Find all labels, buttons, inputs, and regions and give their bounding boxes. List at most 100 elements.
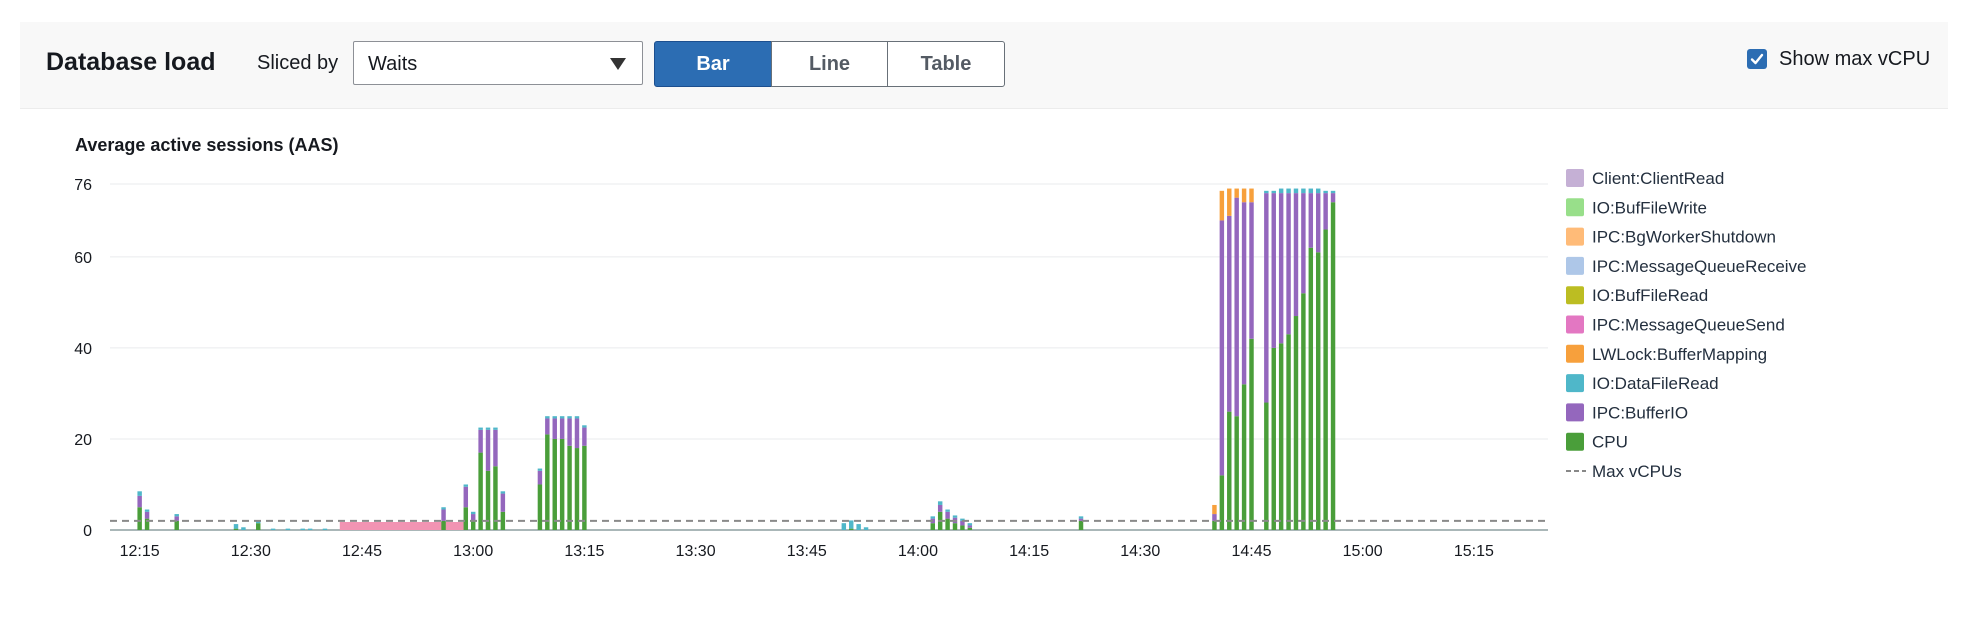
bar-stack [952, 515, 958, 530]
bar-segment [1286, 334, 1291, 530]
chart-bars [110, 188, 1548, 531]
chart-highlight [339, 522, 466, 530]
legend-item[interactable]: Client:ClientRead [1566, 169, 1724, 188]
legend-swatch [1566, 344, 1584, 363]
y-tick-label: 76 [74, 177, 92, 194]
bar-segment [930, 523, 935, 530]
legend-item[interactable]: CPU [1566, 432, 1628, 452]
bar-segment [1241, 384, 1247, 530]
legend-label: IO:BufFileRead [1592, 286, 1708, 305]
bar-stack [1330, 190, 1336, 531]
bar-stack [537, 468, 543, 530]
bar-segment [285, 528, 291, 530]
x-tick-label: 13:00 [453, 543, 493, 560]
bar-segment [1219, 220, 1225, 476]
line-view-button[interactable]: Line [771, 41, 888, 87]
legend-item[interactable]: IO:DataFileRead [1566, 374, 1719, 393]
x-tick-label: 15:00 [1343, 543, 1383, 560]
x-tick-label: 12:30 [231, 543, 271, 560]
table-view-button[interactable]: Table [887, 41, 1005, 87]
bar-stack [967, 523, 973, 530]
bar-segment [945, 511, 950, 519]
bar-segment [945, 518, 950, 530]
legend-label: CPU [1592, 433, 1628, 452]
bar-stack [1286, 188, 1291, 530]
legend-item[interactable]: IO:BufFileRead [1566, 286, 1708, 305]
bar-stack [1293, 188, 1299, 530]
legend-item[interactable]: IPC:MessageQueueSend [1566, 315, 1785, 335]
bar-stack [144, 509, 150, 530]
bar-segment [1293, 193, 1299, 317]
bar-stack [545, 416, 550, 530]
bar-segment [233, 524, 239, 529]
bar-stack [1323, 190, 1328, 531]
legend-item[interactable]: IPC:BufferIO [1566, 403, 1688, 422]
bar-segment [960, 520, 965, 526]
sliced-by-select[interactable]: Waits [353, 41, 643, 85]
legend-item[interactable]: IPC:BgWorkerShutdown [1566, 227, 1776, 247]
bar-stack [1315, 188, 1321, 530]
bar-segment [233, 528, 239, 530]
bar-segment [144, 511, 150, 519]
bar-stack [567, 416, 572, 530]
bar-stack [285, 528, 291, 530]
bar-segment [1227, 411, 1232, 530]
bar-stack [1271, 190, 1276, 530]
bar-segment [1227, 188, 1232, 216]
bar-stack [559, 416, 565, 530]
bar-segment [849, 520, 854, 529]
x-tick-label: 14:30 [1120, 543, 1160, 560]
bar-segment [463, 507, 469, 530]
bar-segment [485, 427, 491, 430]
bar-stack [856, 524, 861, 530]
highlight-range-band [339, 522, 466, 530]
bar-segment [559, 438, 565, 530]
bar-segment [582, 445, 587, 530]
legend-item[interactable]: LWLock:BufferMapping [1566, 344, 1767, 364]
bar-stack [1264, 190, 1269, 530]
bar-segment [545, 434, 550, 530]
bar-segment [137, 495, 142, 508]
bar-segment [537, 470, 543, 485]
legend-swatch [1566, 227, 1584, 246]
bar-segment [1301, 188, 1306, 194]
bar-segment [952, 515, 958, 518]
bar-segment [545, 418, 550, 435]
bar-segment [470, 511, 476, 515]
bar-segment [1278, 343, 1284, 530]
bar-stack [1308, 188, 1314, 530]
bar-segment [856, 524, 861, 530]
bar-segment [1308, 193, 1314, 248]
bar-segment [1241, 188, 1247, 203]
chart-legend: Client:ClientRead IO:BufFileWrite IPC:BgWo… [1566, 169, 1807, 481]
legend-swatch [1566, 169, 1584, 187]
bar-stack [930, 516, 935, 530]
bar-segment [1264, 402, 1269, 530]
legend-item[interactable]: IPC:MessageQueueReceive [1566, 256, 1807, 276]
show-max-vcpu-checkbox[interactable] [1747, 49, 1767, 69]
bar-segment [1264, 193, 1269, 403]
legend-item[interactable]: Max vCPUs [1566, 462, 1682, 481]
bar-stack [470, 511, 476, 530]
bar-view-button[interactable]: Bar [654, 41, 772, 87]
bar-segment [500, 511, 506, 530]
x-axis-labels: 12:15 12:30 12:45 13:00 13:15 13:30 13:45 14:00… [120, 543, 1494, 560]
bar-segment [937, 504, 943, 512]
bar-stack [270, 528, 276, 530]
bar-segment [493, 427, 498, 430]
bar-stack [307, 528, 313, 530]
x-tick-label: 13:45 [787, 543, 827, 560]
x-tick-label: 12:15 [120, 543, 160, 560]
bar-stack [300, 528, 305, 530]
bar-segment [1330, 202, 1336, 531]
y-tick-label: 0 [83, 523, 92, 540]
x-tick-label: 14:00 [898, 543, 938, 560]
bar-segment [574, 418, 580, 449]
bar-segment [500, 491, 506, 494]
legend-label: IO:DataFileRead [1592, 374, 1719, 393]
bar-stack [937, 501, 943, 530]
bar-segment [559, 416, 565, 419]
legend-item[interactable]: IO:BufFileWrite [1566, 198, 1707, 217]
y-tick-label: 60 [74, 250, 92, 267]
